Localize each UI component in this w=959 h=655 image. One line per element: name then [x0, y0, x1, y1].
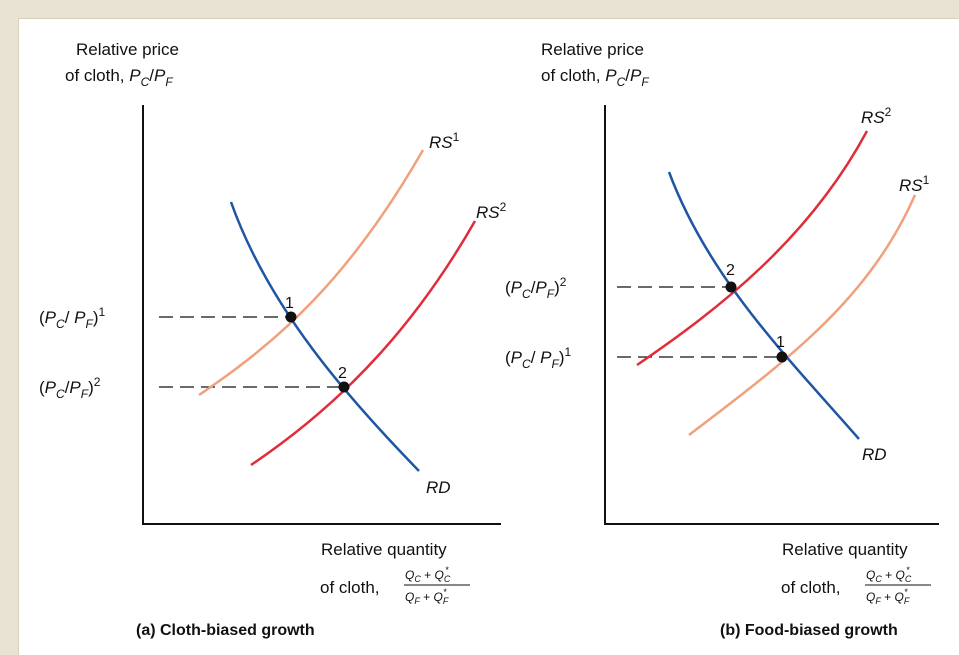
rd-label: RD [426, 478, 451, 497]
figure-frame: Relative price of cloth, PC/PF (PC/ PF)1… [18, 18, 959, 655]
price-label-1: (PC/ PF)1 [39, 305, 106, 331]
rs1-curve-b [688, 194, 917, 436]
rd-curve [229, 201, 420, 472]
equilibrium-label-1: 1 [285, 295, 294, 312]
equilibrium-label-1-b: 1 [776, 334, 785, 351]
svg-text:QF + QF*: QF + QF* [866, 587, 910, 606]
figure-canvas: Relative price of cloth, PC/PF (PC/ PF)1… [39, 40, 939, 639]
rs1-label-b: RS1 [899, 173, 930, 195]
panel-b: Relative price of cloth, PC/PF (PC/PF)2 … [505, 40, 939, 639]
rs2-label: RS2 [476, 200, 507, 222]
equilibrium-point-1-b [776, 351, 788, 363]
x-axis-label-line2-b: of cloth, [781, 578, 841, 597]
y-axis-label-line1: Relative price [76, 40, 179, 59]
x-axis-fraction: QC + QC* QF + QF* [404, 565, 470, 606]
svg-text:QC + QC*: QC + QC* [405, 565, 451, 584]
rs1-label: RS1 [429, 130, 460, 152]
rd-curve-b [667, 171, 860, 440]
equilibrium-point-2 [338, 381, 350, 393]
svg-text:QC + QC*: QC + QC* [866, 565, 912, 584]
equilibrium-label-2-b: 2 [726, 262, 735, 279]
equilibrium-label-2: 2 [338, 365, 347, 382]
y-axis-label-line1-b: Relative price [541, 40, 644, 59]
price-label-1-b: (PC/ PF)1 [505, 345, 572, 371]
x-axis-fraction-b: QC + QC* QF + QF* [865, 565, 931, 606]
x-axis-label-line2: of cloth, [320, 578, 380, 597]
price-label-2-b: (PC/PF)2 [505, 275, 567, 301]
caption-a: (a) Cloth-biased growth [136, 622, 315, 639]
rs2-label-b: RS2 [861, 105, 892, 127]
rs2-curve [250, 220, 477, 467]
svg-text:QF + QF*: QF + QF* [405, 587, 449, 606]
caption-b: (b) Food-biased growth [720, 622, 898, 639]
price-label-2: (PC/PF)2 [39, 375, 101, 401]
equilibrium-point-2-b [725, 281, 737, 293]
rd-label-b: RD [862, 445, 887, 464]
rs2-curve-b [636, 130, 869, 367]
panel-a: Relative price of cloth, PC/PF (PC/ PF)1… [39, 40, 507, 639]
y-axis-label-line2: of cloth, PC/PF [65, 66, 173, 89]
rs1-curve [198, 149, 425, 397]
y-axis-label-line2-b: of cloth, PC/PF [541, 66, 649, 89]
x-axis-label-line1-b: Relative quantity [782, 540, 908, 559]
x-axis-label-line1: Relative quantity [321, 540, 447, 559]
equilibrium-point-1 [285, 311, 297, 323]
